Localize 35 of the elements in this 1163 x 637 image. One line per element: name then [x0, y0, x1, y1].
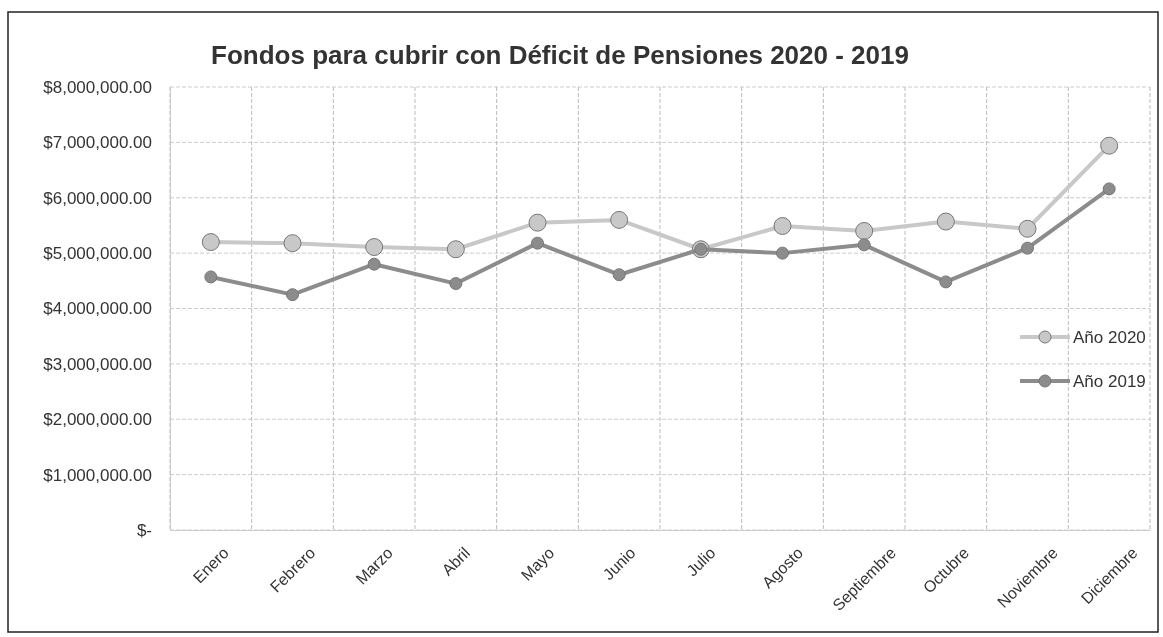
- point: [367, 257, 381, 271]
- point: [1021, 241, 1034, 255]
- y-tick-label: $4,000,000.00: [43, 299, 152, 319]
- legend-label: Año 2019: [1073, 372, 1146, 391]
- y-tick-label: $8,000,000.00: [43, 77, 152, 97]
- y-tick-label: $1,000,000.00: [43, 465, 152, 485]
- point: [612, 268, 626, 282]
- y-tick-label: $-: [136, 520, 152, 540]
- point: [773, 216, 792, 235]
- y-tick-label: $3,000,000.00: [43, 354, 152, 374]
- x-tick-label: Julio: [683, 543, 719, 580]
- y-tick-label: $5,000,000.00: [43, 244, 152, 264]
- y-tick-label: $7,000,000.00: [43, 133, 152, 153]
- point: [776, 246, 789, 260]
- point: [528, 213, 547, 232]
- chart-title: Fondos para cubrir con Déficit de Pensiones 2020 - 2019: [211, 40, 909, 70]
- point: [936, 212, 955, 231]
- point: [857, 238, 871, 252]
- point: [201, 233, 220, 252]
- point: [610, 210, 629, 229]
- point: [1018, 219, 1037, 238]
- point: [283, 234, 302, 253]
- point: [449, 277, 463, 291]
- point: [531, 236, 544, 250]
- point: [204, 270, 218, 284]
- point: [1102, 182, 1116, 196]
- point: [1100, 136, 1119, 155]
- y-tick-label: $2,000,000.00: [43, 410, 152, 430]
- point: [286, 288, 299, 302]
- point: [365, 238, 384, 257]
- point: [855, 221, 874, 240]
- legend-label: Año 2020: [1073, 328, 1146, 347]
- point: [446, 240, 465, 259]
- point: [939, 275, 953, 289]
- y-tick-label: $6,000,000.00: [43, 188, 152, 208]
